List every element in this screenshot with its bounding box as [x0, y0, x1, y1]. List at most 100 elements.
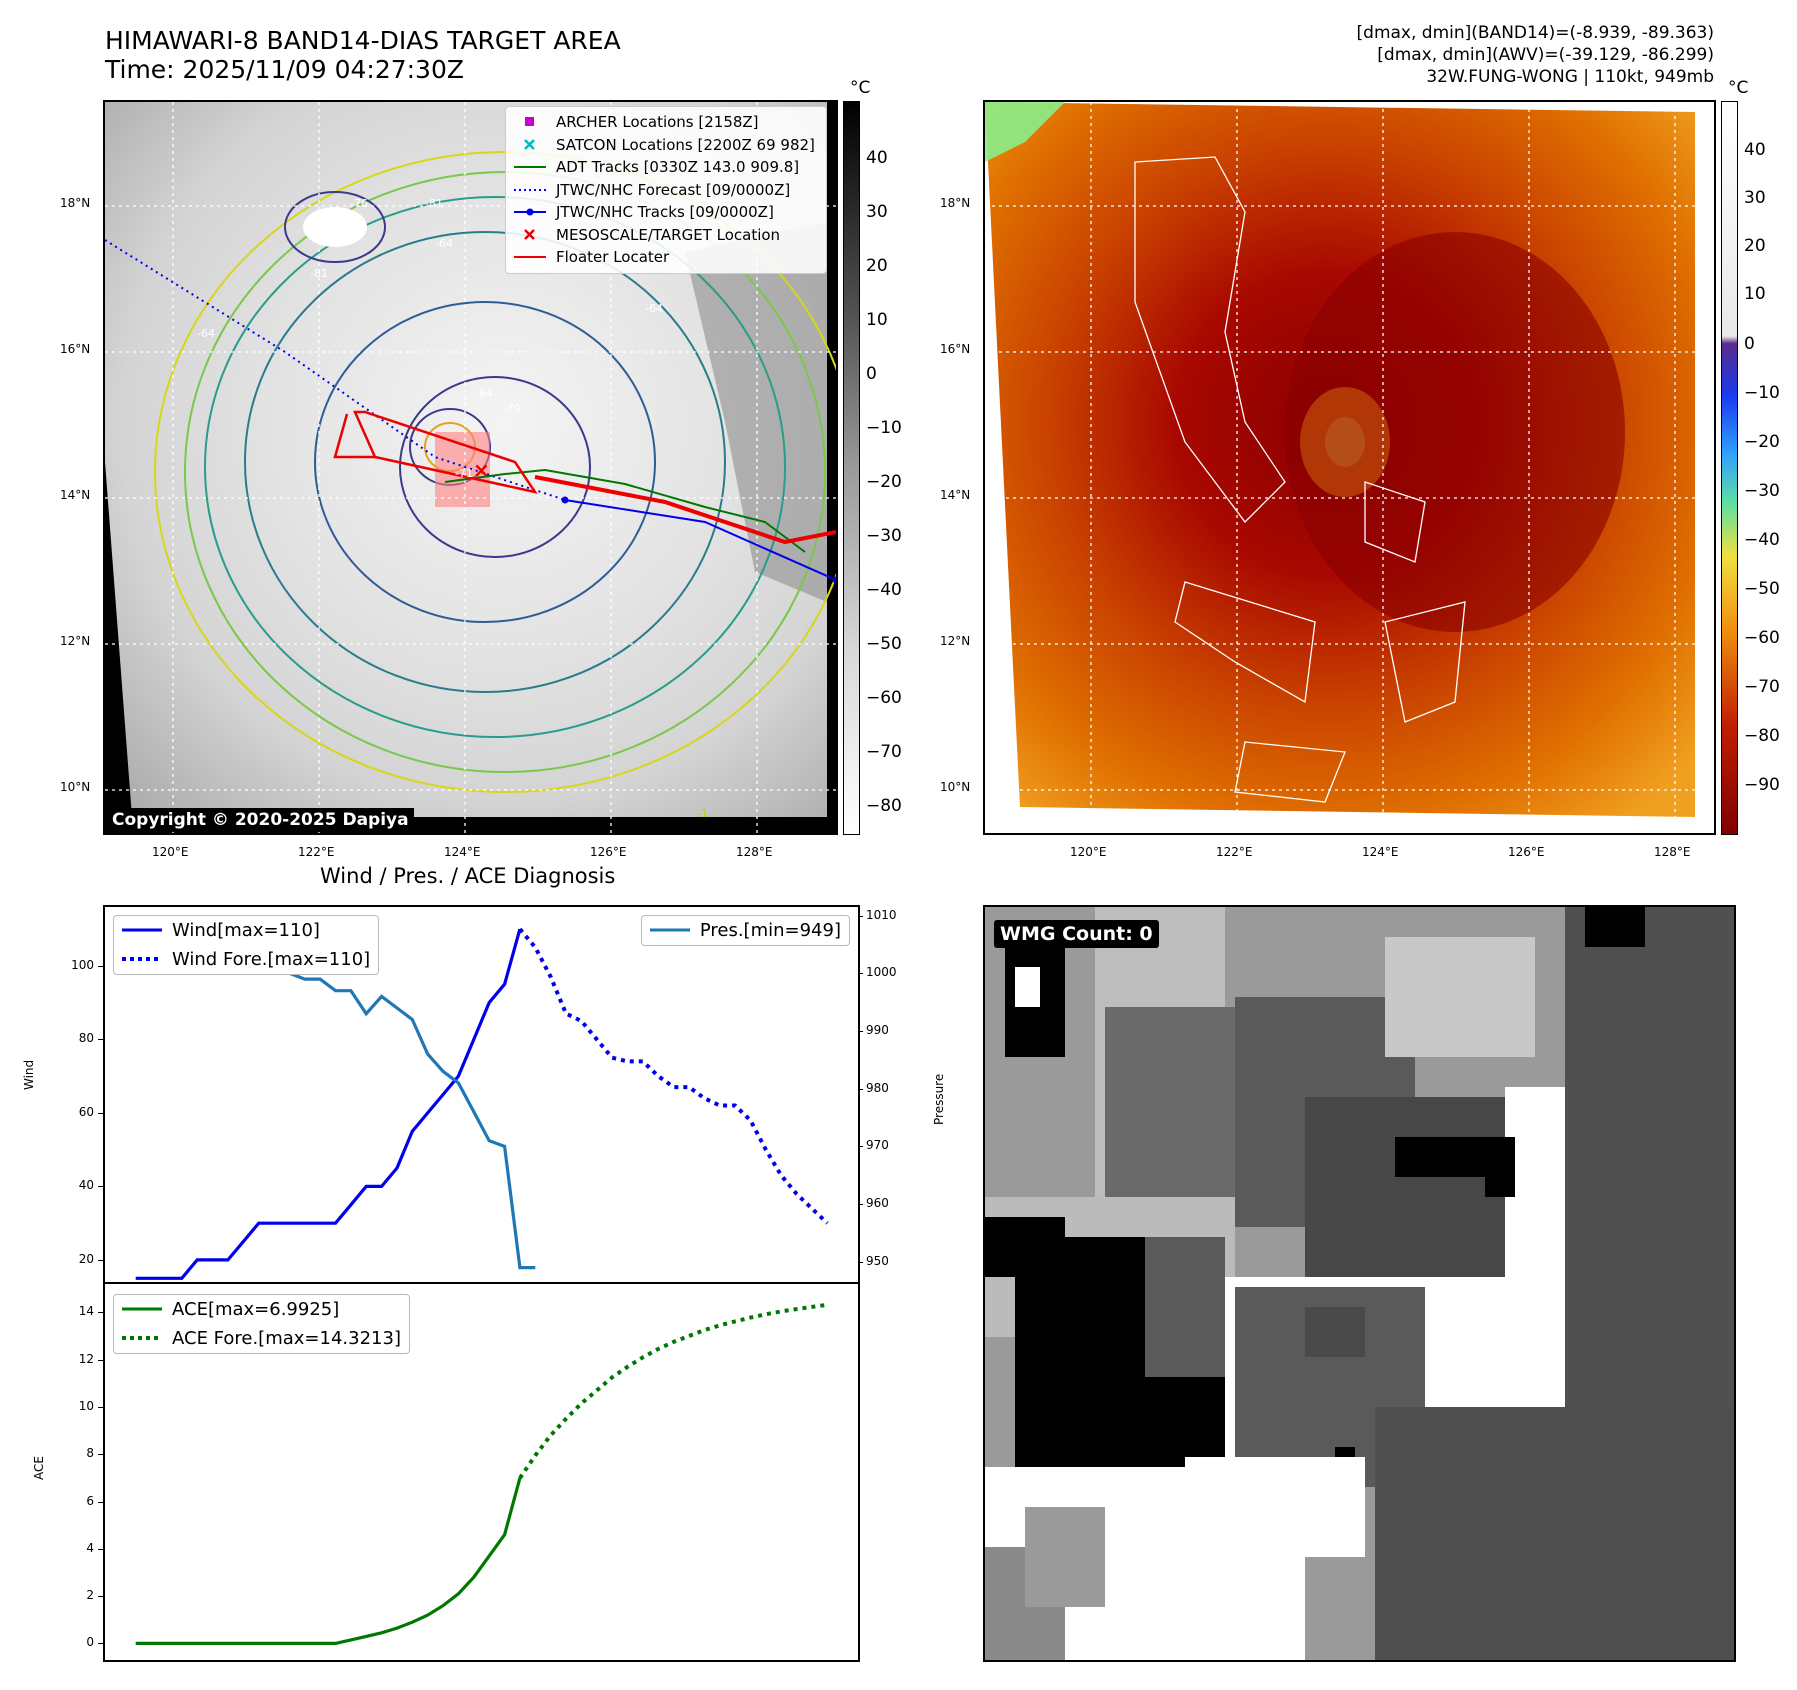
y-tick-mark: [98, 1039, 103, 1041]
y-tick-label: 12: [78, 1351, 94, 1366]
y-tick-mark: [98, 965, 103, 967]
cb-tick: −30: [1744, 481, 1780, 501]
legend-label: JTWC/NHC Forecast [09/0000Z]: [556, 180, 791, 199]
y-tick-mark: [98, 1454, 103, 1456]
legend-label: ADT Tracks [0330Z 143.0 909.8]: [556, 158, 800, 176]
colorbar-unit: °C: [1728, 78, 1749, 98]
contour-label: -79: [503, 402, 521, 415]
y-tick-mark: [858, 1204, 863, 1206]
legend-label: JTWC/NHC Tracks [09/0000Z]: [556, 203, 774, 221]
lon-label: 122°E: [1216, 845, 1253, 859]
legend-floater: Floater Locater: [506, 246, 826, 269]
lat-label: 12°N: [60, 634, 91, 648]
cb-tick: −70: [1744, 677, 1780, 697]
cb-tick: −50: [1744, 579, 1780, 599]
cb-tick: −20: [1744, 432, 1780, 452]
y-tick-mark: [98, 1406, 103, 1408]
y-tick-label: 4: [86, 1540, 94, 1555]
dotted-line-icon: [514, 179, 546, 201]
lon-label: 124°E: [1362, 845, 1399, 859]
lon-label: 124°E: [444, 845, 481, 859]
right-colorbar: [1721, 101, 1738, 835]
lat-label: 16°N: [940, 342, 971, 356]
y-tick-mark: [858, 1031, 863, 1033]
awv-map: [983, 100, 1716, 835]
ace-plot: [135, 1302, 828, 1645]
info-line-3: 32W.FUNG-WONG | 110kt, 949mb: [1426, 67, 1714, 87]
lat-label: 16°N: [60, 342, 91, 356]
pressure-legend: Pres.[min=949]: [640, 915, 850, 946]
cb-tick: −40: [866, 580, 902, 600]
legend-label: Wind[max=110]: [172, 920, 320, 941]
y-tick-mark: [98, 1501, 103, 1503]
y-tick-label: 60: [78, 1104, 94, 1119]
cb-tick: 40: [866, 148, 888, 168]
legend-label: ARCHER Locations [2158Z]: [556, 113, 759, 131]
y-tick-label: 990: [866, 1023, 889, 1038]
line-icon: [514, 246, 546, 268]
lon-label: 128°E: [736, 845, 773, 859]
cb-tick: 30: [866, 202, 888, 222]
dotted-line-icon: [120, 945, 164, 974]
cb-tick: −20: [866, 472, 902, 492]
y-tick-label: 14: [78, 1304, 94, 1319]
y-tick-label: 1010: [866, 907, 897, 922]
series-line-ace-max-6-9925-: [135, 1477, 522, 1645]
band14-map: × ARCHER Locations [2158Z] SATCON Locati…: [103, 100, 838, 835]
legend-adt: ADT Tracks [0330Z 143.0 909.8]: [506, 156, 826, 179]
cb-tick: 10: [1744, 284, 1766, 304]
contour-label: -64: [645, 302, 663, 315]
legend-satcon: SATCON Locations [2200Z 69 982]: [506, 134, 826, 157]
info-line-1: [dmax, dmin](BAND14)=(-8.939, -89.363): [1356, 23, 1714, 43]
lat-label: 10°N: [60, 780, 91, 794]
x-icon: [514, 134, 546, 156]
contour-label: -64: [475, 387, 493, 400]
line-dot-icon: [514, 201, 546, 223]
lon-label: 122°E: [298, 845, 335, 859]
cb-tick: 20: [866, 256, 888, 276]
y-tick-mark: [858, 973, 863, 975]
y-tick-label: 0: [86, 1635, 94, 1650]
y-tick-mark: [98, 1259, 103, 1261]
y-tick-label: 10: [78, 1398, 94, 1413]
wind-axis-label: Wind: [22, 1059, 36, 1090]
contour-label: -71: [455, 467, 473, 480]
legend-label: Floater Locater: [556, 248, 670, 266]
cb-tick: −50: [866, 634, 902, 654]
lon-label: 126°E: [590, 845, 627, 859]
legend-target: MESOSCALE/TARGET Location: [506, 224, 826, 247]
contour-label: -76: [350, 197, 368, 210]
line-icon: [120, 1295, 164, 1324]
map-legend: ARCHER Locations [2158Z] SATCON Location…: [505, 106, 827, 274]
lon-label: 128°E: [1654, 845, 1691, 859]
cb-tick: −80: [866, 796, 902, 816]
y-tick-label: 960: [866, 1196, 889, 1211]
figure-title: HIMAWARI-8 BAND14-DIAS TARGET AREA Time:…: [105, 26, 621, 84]
pressure-axis-label: Pressure: [932, 1073, 946, 1125]
copyright-label: Copyright © 2020-2025 Dapiya: [107, 808, 414, 832]
awv-map-image: [985, 102, 1714, 833]
contour-label: -64: [197, 327, 215, 340]
info-line-2: [dmax, dmin](AWV)=(-39.129, -86.299): [1377, 45, 1714, 65]
cb-tick: 40: [1744, 140, 1766, 160]
legend-tracks: JTWC/NHC Tracks [09/0000Z]: [506, 201, 826, 224]
legend-ace: ACE[max=6.9925]: [114, 1295, 409, 1324]
lat-label: 14°N: [60, 488, 91, 502]
cb-tick: −80: [1744, 726, 1780, 746]
cb-tick: 0: [866, 364, 877, 384]
legend-archer: ARCHER Locations [2158Z]: [506, 111, 826, 134]
colorbar-unit: °C: [850, 78, 871, 98]
legend-label: Wind Fore.[max=110]: [172, 949, 371, 970]
legend-label: SATCON Locations [2200Z 69 982]: [556, 135, 815, 154]
lon-label: 120°E: [1070, 845, 1107, 859]
svg-text:×: ×: [473, 458, 490, 482]
contour-label: -81: [310, 267, 328, 280]
lat-label: 12°N: [940, 634, 971, 648]
ace-chart: ACE[max=6.9925] ACE Fore.[max=14.3213]: [103, 1282, 860, 1662]
legend-ace-fore: ACE Fore.[max=14.3213]: [114, 1324, 409, 1353]
cb-tick: −40: [1744, 530, 1780, 550]
y-tick-label: 970: [866, 1138, 889, 1153]
left-colorbar: [843, 101, 860, 835]
y-tick-label: 8: [86, 1446, 94, 1461]
cb-tick: −60: [866, 688, 902, 708]
